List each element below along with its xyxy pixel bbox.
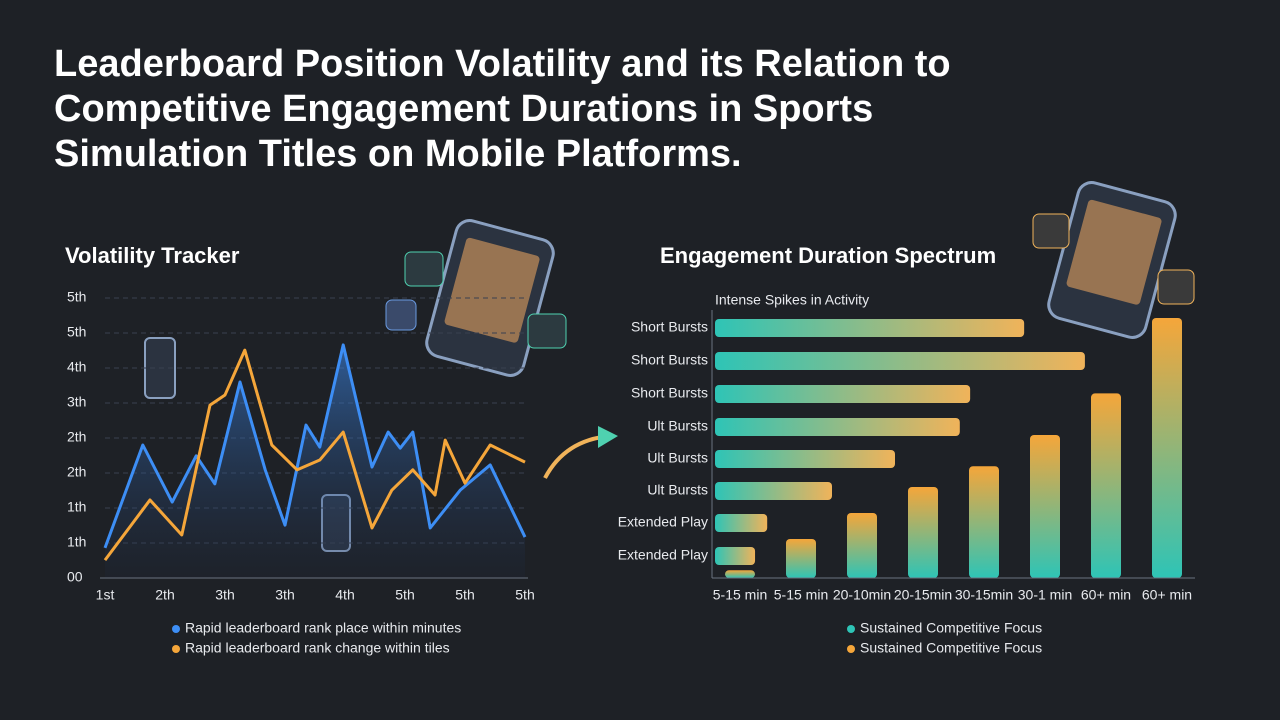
legend-marker (172, 625, 180, 633)
y-tick-label: 2th (67, 429, 86, 445)
y-tick-label: 4th (67, 359, 86, 375)
bar (715, 319, 1025, 337)
legend-label: Sustained Competitive Focus (860, 640, 1042, 656)
legend-marker (847, 625, 855, 633)
bar (1091, 393, 1121, 578)
x-tick-label: 30-15min (955, 587, 1013, 603)
line (103, 348, 526, 562)
x-tick-label: 20-15min (894, 587, 952, 603)
y-tick-label: 5th (67, 324, 86, 340)
bar (908, 487, 938, 578)
x-tick-label: 3th (275, 587, 294, 603)
x-tick-label: 5th (395, 587, 414, 603)
bar (715, 352, 1085, 370)
bar (715, 482, 832, 500)
bar (715, 385, 971, 403)
x-tick-label: 60+ min (1142, 587, 1192, 603)
bar (969, 466, 999, 578)
x-tick-label: 60+ min (1081, 587, 1131, 603)
line (103, 343, 527, 549)
y-tick-label: Ult Bursts (647, 418, 708, 434)
y-tick-label: 2th (67, 464, 86, 480)
legend-label: Sustained Competitive Focus (860, 620, 1042, 636)
bar (847, 513, 877, 578)
x-tick-label: 5-15 min (713, 587, 767, 603)
x-tick-label: 1st (96, 587, 115, 603)
bar (1152, 318, 1182, 578)
bar (786, 539, 816, 578)
x-tick-label: 30-1 min (1018, 587, 1072, 603)
x-tick-label: 5-15 min (774, 587, 828, 603)
y-tick-label: 00 (67, 569, 83, 585)
bar (715, 514, 768, 532)
y-tick-label: Extended Play (618, 514, 708, 530)
y-tick-label: Ult Bursts (647, 450, 708, 466)
y-tick-label: Short Bursts (631, 319, 708, 335)
legend-marker (172, 645, 180, 653)
bar (1030, 435, 1060, 578)
x-tick-label: 3th (215, 587, 234, 603)
y-tick-label: Extended Play (618, 547, 708, 563)
bar (715, 418, 960, 436)
legend-label: Rapid leaderboard rank place within minu… (185, 620, 461, 636)
x-tick-label: 5th (455, 587, 474, 603)
y-tick-label: 1th (67, 534, 86, 550)
arrow-head (598, 426, 618, 448)
y-tick-label: Ult Bursts (647, 482, 708, 498)
x-tick-label: 20-10min (833, 587, 891, 603)
y-tick-label: 1th (67, 499, 86, 515)
bar (725, 570, 755, 578)
x-tick-label: 2th (155, 587, 174, 603)
page-title: Leaderboard Position Volatility and its … (54, 43, 951, 175)
chart-title: Engagement Duration Spectrum (660, 243, 996, 268)
y-tick-label: 3th (67, 394, 86, 410)
legend-marker (847, 645, 855, 653)
chart-title: Volatility Tracker (65, 243, 240, 268)
bar (715, 547, 756, 565)
y-tick-label: Short Bursts (631, 352, 708, 368)
y-tick-label: Short Bursts (631, 385, 708, 401)
annotation: Intense Spikes in Activity (715, 292, 869, 308)
x-tick-label: 5th (515, 587, 534, 603)
legend-label: Rapid leaderboard rank change within til… (185, 640, 450, 656)
y-tick-label: 5th (67, 289, 86, 305)
bar (715, 450, 895, 468)
x-tick-label: 4th (335, 587, 354, 603)
